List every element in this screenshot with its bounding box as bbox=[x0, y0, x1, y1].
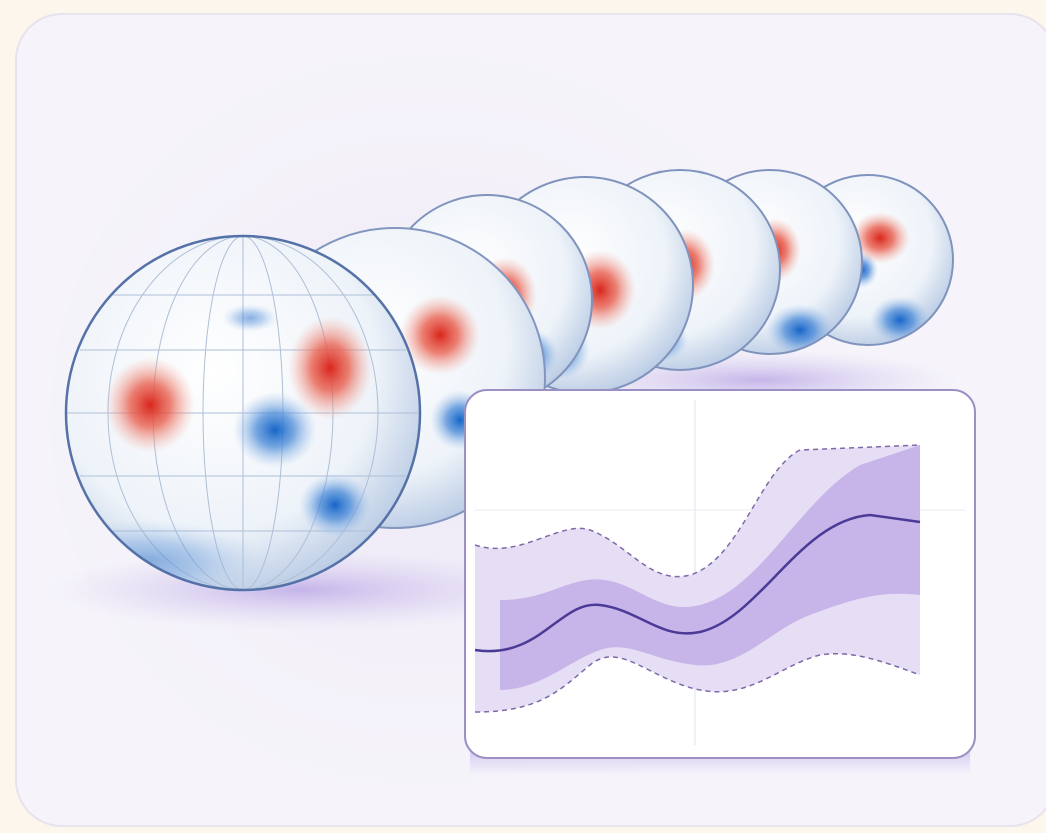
warm-spot bbox=[850, 212, 910, 264]
mean-line bbox=[474, 513, 921, 653]
lower-bound bbox=[474, 652, 921, 713]
globe-outline bbox=[64, 234, 422, 592]
warm-spot bbox=[288, 316, 372, 420]
globe bbox=[66, 236, 420, 590]
warm-spot bbox=[400, 295, 480, 375]
inset-chart bbox=[474, 400, 965, 745]
inner-band bbox=[500, 445, 920, 690]
cool-spot bbox=[222, 304, 278, 332]
upper-bound bbox=[474, 444, 921, 578]
warm-spot bbox=[105, 357, 195, 453]
cool-spot bbox=[299, 473, 371, 537]
cool-spot bbox=[233, 392, 317, 468]
